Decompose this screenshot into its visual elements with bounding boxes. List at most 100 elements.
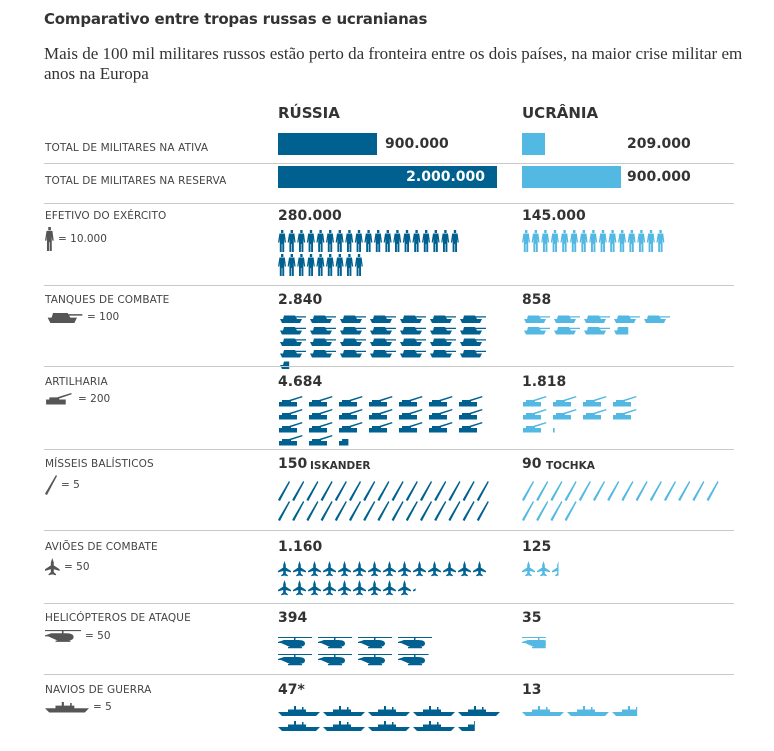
helicopter-mark bbox=[318, 654, 352, 666]
tank-mark bbox=[584, 327, 610, 335]
jet-mark bbox=[338, 561, 351, 577]
artillery-mark bbox=[523, 396, 547, 407]
soldier-mark bbox=[374, 230, 382, 252]
missile-mark bbox=[607, 481, 620, 501]
jet-mark bbox=[323, 561, 336, 577]
row-separator bbox=[44, 674, 734, 675]
jet-mark bbox=[338, 580, 351, 596]
soldier-mark bbox=[412, 230, 421, 252]
artillery-mark bbox=[339, 439, 349, 446]
missile-mark bbox=[635, 481, 648, 501]
soldier-mark bbox=[431, 230, 440, 252]
jet-mark bbox=[353, 561, 366, 577]
tank-mark bbox=[310, 315, 336, 323]
artillery-mark bbox=[399, 422, 423, 433]
warship-mark bbox=[278, 721, 320, 731]
russia-icon-grid bbox=[278, 706, 500, 731]
artillery-mark bbox=[613, 396, 637, 407]
missile-mark bbox=[334, 501, 347, 521]
soldier-mark bbox=[383, 230, 392, 252]
missile-mark bbox=[349, 481, 361, 501]
warship-mark bbox=[567, 706, 609, 716]
tank-mark bbox=[460, 350, 486, 358]
artillery-mark bbox=[279, 422, 303, 433]
ukraine-icon-grid bbox=[523, 396, 637, 433]
legend-value: = 50 bbox=[85, 630, 111, 642]
artillery-mark bbox=[369, 409, 393, 420]
tank-mark bbox=[310, 327, 336, 335]
ukraine-bar-value: 209.000 bbox=[627, 136, 691, 152]
row-separator bbox=[44, 603, 734, 604]
soldier-mark bbox=[656, 230, 665, 252]
tank-mark bbox=[310, 338, 336, 346]
artillery-mark bbox=[309, 435, 333, 446]
soldier-mark bbox=[354, 230, 363, 252]
row-separator bbox=[44, 366, 734, 367]
soldier-mark bbox=[560, 230, 569, 252]
legend: = 5 bbox=[45, 701, 112, 713]
artillery-mark bbox=[613, 409, 637, 420]
jet-mark bbox=[353, 580, 366, 596]
warship-mark bbox=[368, 706, 410, 716]
missile-mark bbox=[391, 481, 404, 501]
ukraine-value: 13 bbox=[522, 682, 542, 698]
artillery-mark bbox=[553, 396, 577, 407]
soldier-mark bbox=[306, 230, 315, 252]
soldier-mark bbox=[393, 230, 402, 252]
artillery-mark bbox=[583, 396, 607, 407]
ukraine-value: 858 bbox=[522, 292, 552, 308]
tank-mark bbox=[430, 350, 456, 358]
ukraine-bar bbox=[522, 166, 621, 188]
row-label: TANQUES DE COMBATE bbox=[45, 294, 170, 306]
tank-mark bbox=[400, 327, 426, 335]
helicopter-mark bbox=[358, 637, 392, 649]
jet-mark bbox=[537, 561, 550, 577]
soldier-mark bbox=[335, 230, 344, 252]
warship-mark bbox=[368, 721, 410, 731]
row-label: EFETIVO DO EXÉRCITO bbox=[45, 210, 167, 222]
missile-mark bbox=[320, 481, 333, 501]
chart-title: Comparativo entre tropas russas e ucrani… bbox=[44, 10, 428, 28]
soldier-mark bbox=[522, 230, 530, 252]
legend-value: = 200 bbox=[78, 393, 111, 405]
tank-mark bbox=[310, 350, 336, 358]
ukraine-icon-grid bbox=[522, 561, 559, 577]
missile-mark bbox=[462, 481, 475, 501]
russia-bar bbox=[278, 166, 497, 188]
missile-mark bbox=[664, 481, 676, 501]
russia-icon-grid bbox=[278, 561, 486, 596]
missile-mark bbox=[536, 481, 549, 501]
jet-mark bbox=[368, 580, 381, 596]
missile-mark bbox=[678, 481, 691, 501]
artillery-mark bbox=[309, 396, 333, 407]
artillery-mark bbox=[553, 428, 555, 433]
missile-mark bbox=[578, 481, 591, 501]
missile-mark bbox=[363, 481, 376, 501]
missile-mark bbox=[692, 481, 705, 501]
legend-value: = 5 bbox=[61, 479, 80, 491]
tank-mark bbox=[430, 315, 456, 323]
missile-mark bbox=[550, 481, 563, 501]
soldier-mark bbox=[297, 230, 306, 252]
jet-mark bbox=[398, 561, 411, 577]
ukraine-column-header: UCRÂNIA bbox=[522, 104, 599, 122]
artillery-mark bbox=[459, 396, 483, 407]
artillery-mark bbox=[339, 422, 363, 433]
tank-mark bbox=[280, 315, 306, 323]
chart-subtitle: Mais de 100 mil militares russos estão p… bbox=[44, 44, 743, 83]
russia-value: 150 bbox=[278, 456, 308, 472]
missile-mark bbox=[278, 501, 290, 521]
soldier-mark bbox=[278, 230, 286, 252]
tank-mark bbox=[280, 327, 306, 335]
tank-mark bbox=[370, 338, 396, 346]
tank-mark bbox=[614, 315, 640, 323]
helicopter-mark bbox=[278, 637, 312, 649]
missile-mark bbox=[349, 501, 361, 521]
jet-mark bbox=[413, 588, 416, 592]
tank-mark bbox=[340, 315, 366, 323]
missile-mark bbox=[448, 501, 461, 521]
tank-mark bbox=[340, 338, 366, 346]
missile-mark bbox=[536, 501, 549, 521]
jet-mark bbox=[293, 580, 306, 596]
